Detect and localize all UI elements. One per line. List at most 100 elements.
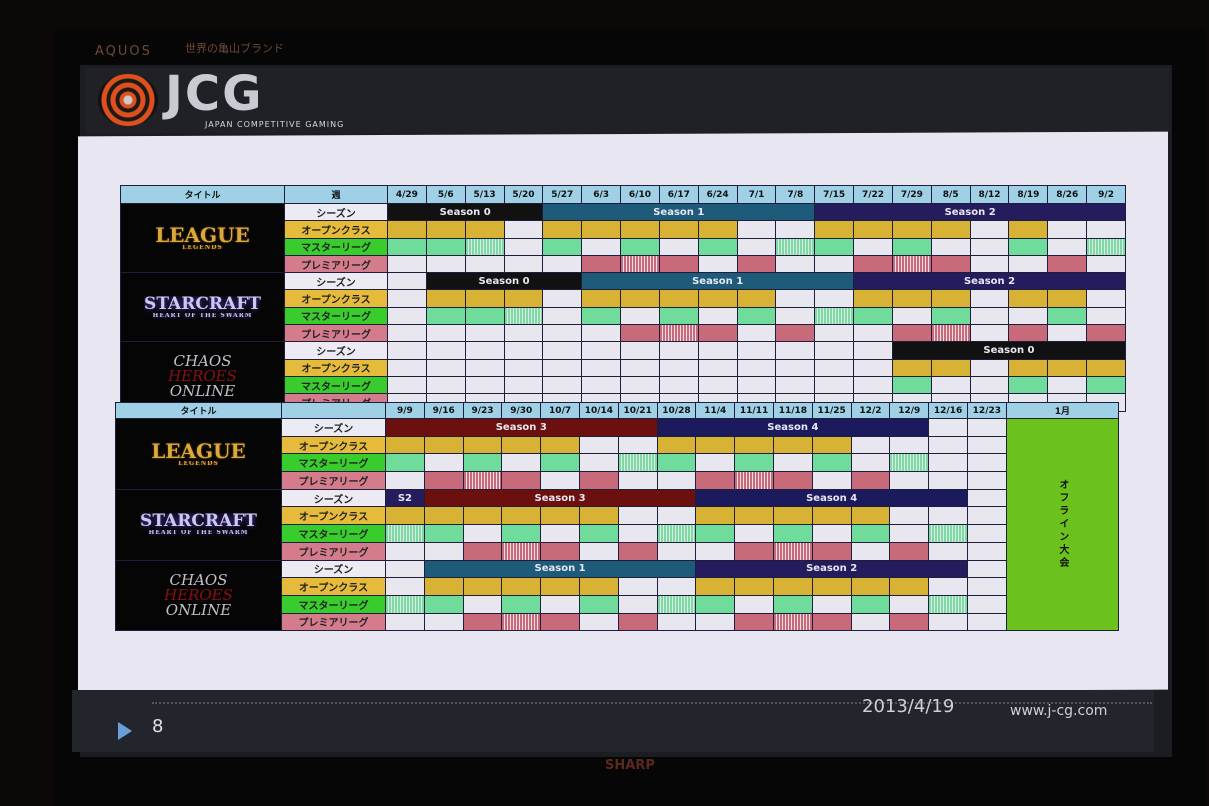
schedule-cell-open [579,578,618,595]
week-header-date: 11/18 [773,403,812,418]
schedule-cell-open [463,507,502,525]
schedule-cell-empty [424,542,463,560]
game-logo-text: HEROES [168,368,237,384]
schedule-cell-empty [543,255,582,273]
schedule-cell-empty [696,542,735,560]
game-logo: LEAGUE LEGENDS [121,204,284,273]
schedule-cell-empty [388,255,426,273]
week-header-date: 12/9 [890,403,929,418]
schedule-cell-open [696,507,735,525]
title-header: タイトル [116,403,281,418]
game-logo-text: HEART OF THE SWARM [152,312,253,319]
schedule-cell-open [892,290,931,307]
schedule-cell-empty [659,342,698,359]
schedule-cell-empty [543,376,582,394]
schedule-cell-empty [967,578,1006,595]
schedule-cell-empty [854,376,892,394]
schedule-cell-empty [812,472,851,489]
schedule-cell-open [465,290,504,307]
schedule-cell-empty [543,342,582,359]
schedule-cell-empty [890,436,929,454]
schedule-cell-premier [424,472,463,489]
play-icon [118,722,132,740]
week-header-date: 6/3 [582,186,621,203]
schedule-cell-open [502,507,541,525]
schedule-cell-master [931,307,970,325]
schedule-cell-empty [386,613,424,631]
month-header: 1月 [1006,403,1118,418]
schedule-cell-master [1009,238,1048,255]
schedule-cell-empty [970,290,1009,307]
schedule-cell-open [737,290,776,307]
schedule-cell-empty [465,342,504,359]
schedule-cell-empty [657,542,696,560]
week-header: 週 [285,186,387,203]
game-logo-text: LEAGUE [151,440,246,461]
schedule-cell-empty [1009,307,1048,325]
schedule-cell-empty [582,359,621,376]
game-logo-text: CHAOS [169,572,228,588]
schedule-cell-master [386,454,424,472]
schedule-cell-open [698,221,737,238]
schedule-cell-empty [386,472,424,489]
row-label-premier: プレミアリーグ [282,542,385,560]
schedule-cell-open [854,290,892,307]
schedule-cell-open [543,221,582,238]
schedule-cell-open [773,578,812,595]
schedule-cell-master [851,525,890,542]
week-header-date: 10/28 [657,403,696,418]
schedule-cell-master [657,454,696,472]
row-label-open: オープンクラス [282,507,385,525]
schedule-cell-premier [737,255,776,273]
schedule-cell-premier [931,325,970,342]
schedule-cell-empty [424,454,463,472]
schedule-cell-master [737,307,776,325]
schedule-cell-master [504,307,543,325]
schedule-cell-empty [851,436,890,454]
schedule-cell-master [543,238,582,255]
schedule-cell-open [465,221,504,238]
schedule-cell-master [696,595,735,613]
schedule-cell-open [696,436,735,454]
week-header-date: 7/8 [776,186,815,203]
schedule-cell-premier [659,325,698,342]
schedule-cell-master [463,454,502,472]
schedule-cell-empty [776,376,815,394]
schedule-cell-premier [773,472,812,489]
schedule-cell-empty [465,255,504,273]
schedule-cell-open [504,290,543,307]
schedule-cell-premier [735,613,773,631]
slide-url: www.j-cg.com [1010,703,1108,719]
season-bar: Season 0 [426,273,582,290]
schedule-cell-open [815,221,854,238]
week-header-date: 12/16 [929,403,967,418]
schedule-cell-open [696,578,735,595]
schedule-cell-empty [815,342,854,359]
schedule-cell-empty [659,238,698,255]
schedule-cell-master [388,238,426,255]
schedule-cell-empty [967,595,1006,613]
schedule-cell-empty [696,613,735,631]
schedule-cell-empty [1048,325,1087,342]
schedule-cell-empty [582,238,621,255]
schedule-cell-empty [426,342,465,359]
game-logo: STARCRAFT HEART OF THE SWARM [116,489,281,560]
schedule-cell-premier [735,472,773,489]
schedule-cell-empty [388,325,426,342]
schedule-cell-empty [465,376,504,394]
schedule-cell-master [1087,238,1125,255]
schedule-cell-master [659,307,698,325]
season-bar: Season 2 [815,204,1125,221]
schedule-cell-open [1048,290,1087,307]
schedule-cell-empty [890,507,929,525]
schedule-cell-open [541,436,579,454]
schedule-cell-master [776,238,815,255]
schedule-cell-empty [621,342,659,359]
row-label-season: シーズン [285,204,387,221]
week-header-date: 7/29 [892,186,931,203]
schedule-cell-open [854,221,892,238]
schedule-cell-empty [386,560,424,578]
row-label-master: マスターリーグ [282,595,385,613]
schedule-cell-empty [582,325,621,342]
schedule-cell-empty [659,376,698,394]
